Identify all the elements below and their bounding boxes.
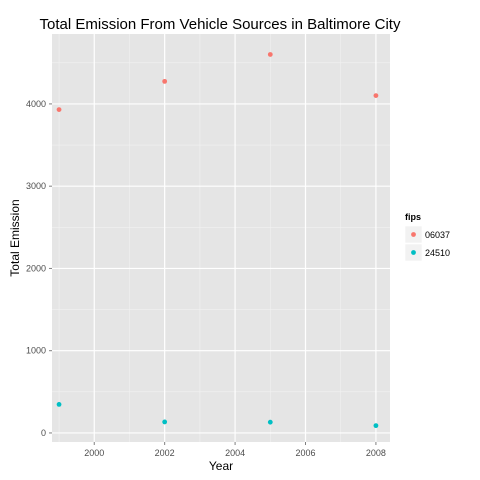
- x-tick-label: 2002: [155, 448, 175, 458]
- minor-gridlines: [52, 34, 390, 442]
- x-tick-label: 2008: [366, 448, 386, 458]
- data-point: [373, 93, 379, 99]
- y-tick-label: 1000: [26, 346, 46, 356]
- legend: fips 06037 24510: [404, 212, 450, 262]
- y-axis-ticks: 0 1000 2000 3000 4000: [26, 99, 52, 438]
- data-point: [373, 423, 379, 429]
- data-point: [56, 402, 62, 407]
- y-tick-label: 0: [41, 428, 46, 438]
- y-tick-label: 3000: [26, 181, 46, 191]
- data-point: [162, 78, 168, 84]
- data-point: [267, 419, 273, 425]
- legend-label: 24510: [425, 248, 450, 258]
- major-gridlines: [52, 34, 390, 442]
- y-tick-label: 2000: [26, 263, 46, 273]
- legend-label: 06037: [425, 230, 450, 240]
- x-axis-title: Year: [209, 459, 233, 473]
- data-point: [267, 52, 273, 57]
- chart-title: Total Emission From Vehicle Sources in B…: [40, 16, 401, 33]
- data-point: [56, 107, 62, 112]
- x-axis-ticks: 2000 2002 2004 2006 2008: [84, 442, 386, 458]
- plot-panel: [52, 34, 390, 442]
- legend-key-point: [411, 232, 416, 237]
- y-axis-title: Total Emission: [8, 199, 22, 276]
- legend-title: fips: [405, 212, 421, 222]
- data-points: [56, 52, 379, 429]
- x-tick-label: 2004: [225, 448, 245, 458]
- legend-key-point: [411, 250, 416, 255]
- x-tick-label: 2000: [84, 448, 104, 458]
- y-tick-label: 4000: [26, 99, 46, 109]
- x-tick-label: 2006: [295, 448, 315, 458]
- data-point: [162, 419, 168, 425]
